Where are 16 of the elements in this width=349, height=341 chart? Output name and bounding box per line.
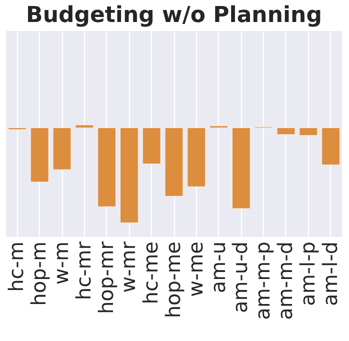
x-tick-label: am-u [206, 242, 230, 294]
x-tick-label: am-l-p [295, 242, 320, 306]
x-tick-label: w-me [183, 242, 208, 297]
x-tick-label: hop-mr [94, 240, 118, 314]
x-tick-label: hc-mr [71, 240, 96, 300]
x-tick-label: hc-m [4, 242, 28, 292]
x-tick-label: am-m-d [273, 242, 297, 320]
x-tick-label: am-u-d [228, 242, 252, 314]
x-tick-label: hop-me [161, 242, 185, 318]
x-tick-label: w-m [49, 242, 73, 285]
x-tick-label: hc-me [138, 242, 163, 304]
chart-title: Budgeting w/o Planning [26, 3, 322, 28]
x-tick-label: am-m-p [250, 242, 275, 320]
x-tick-label: w-mr [116, 240, 140, 293]
x-tick-label: am-l-d [318, 242, 342, 306]
x-tick-label: hop-m [26, 242, 51, 306]
